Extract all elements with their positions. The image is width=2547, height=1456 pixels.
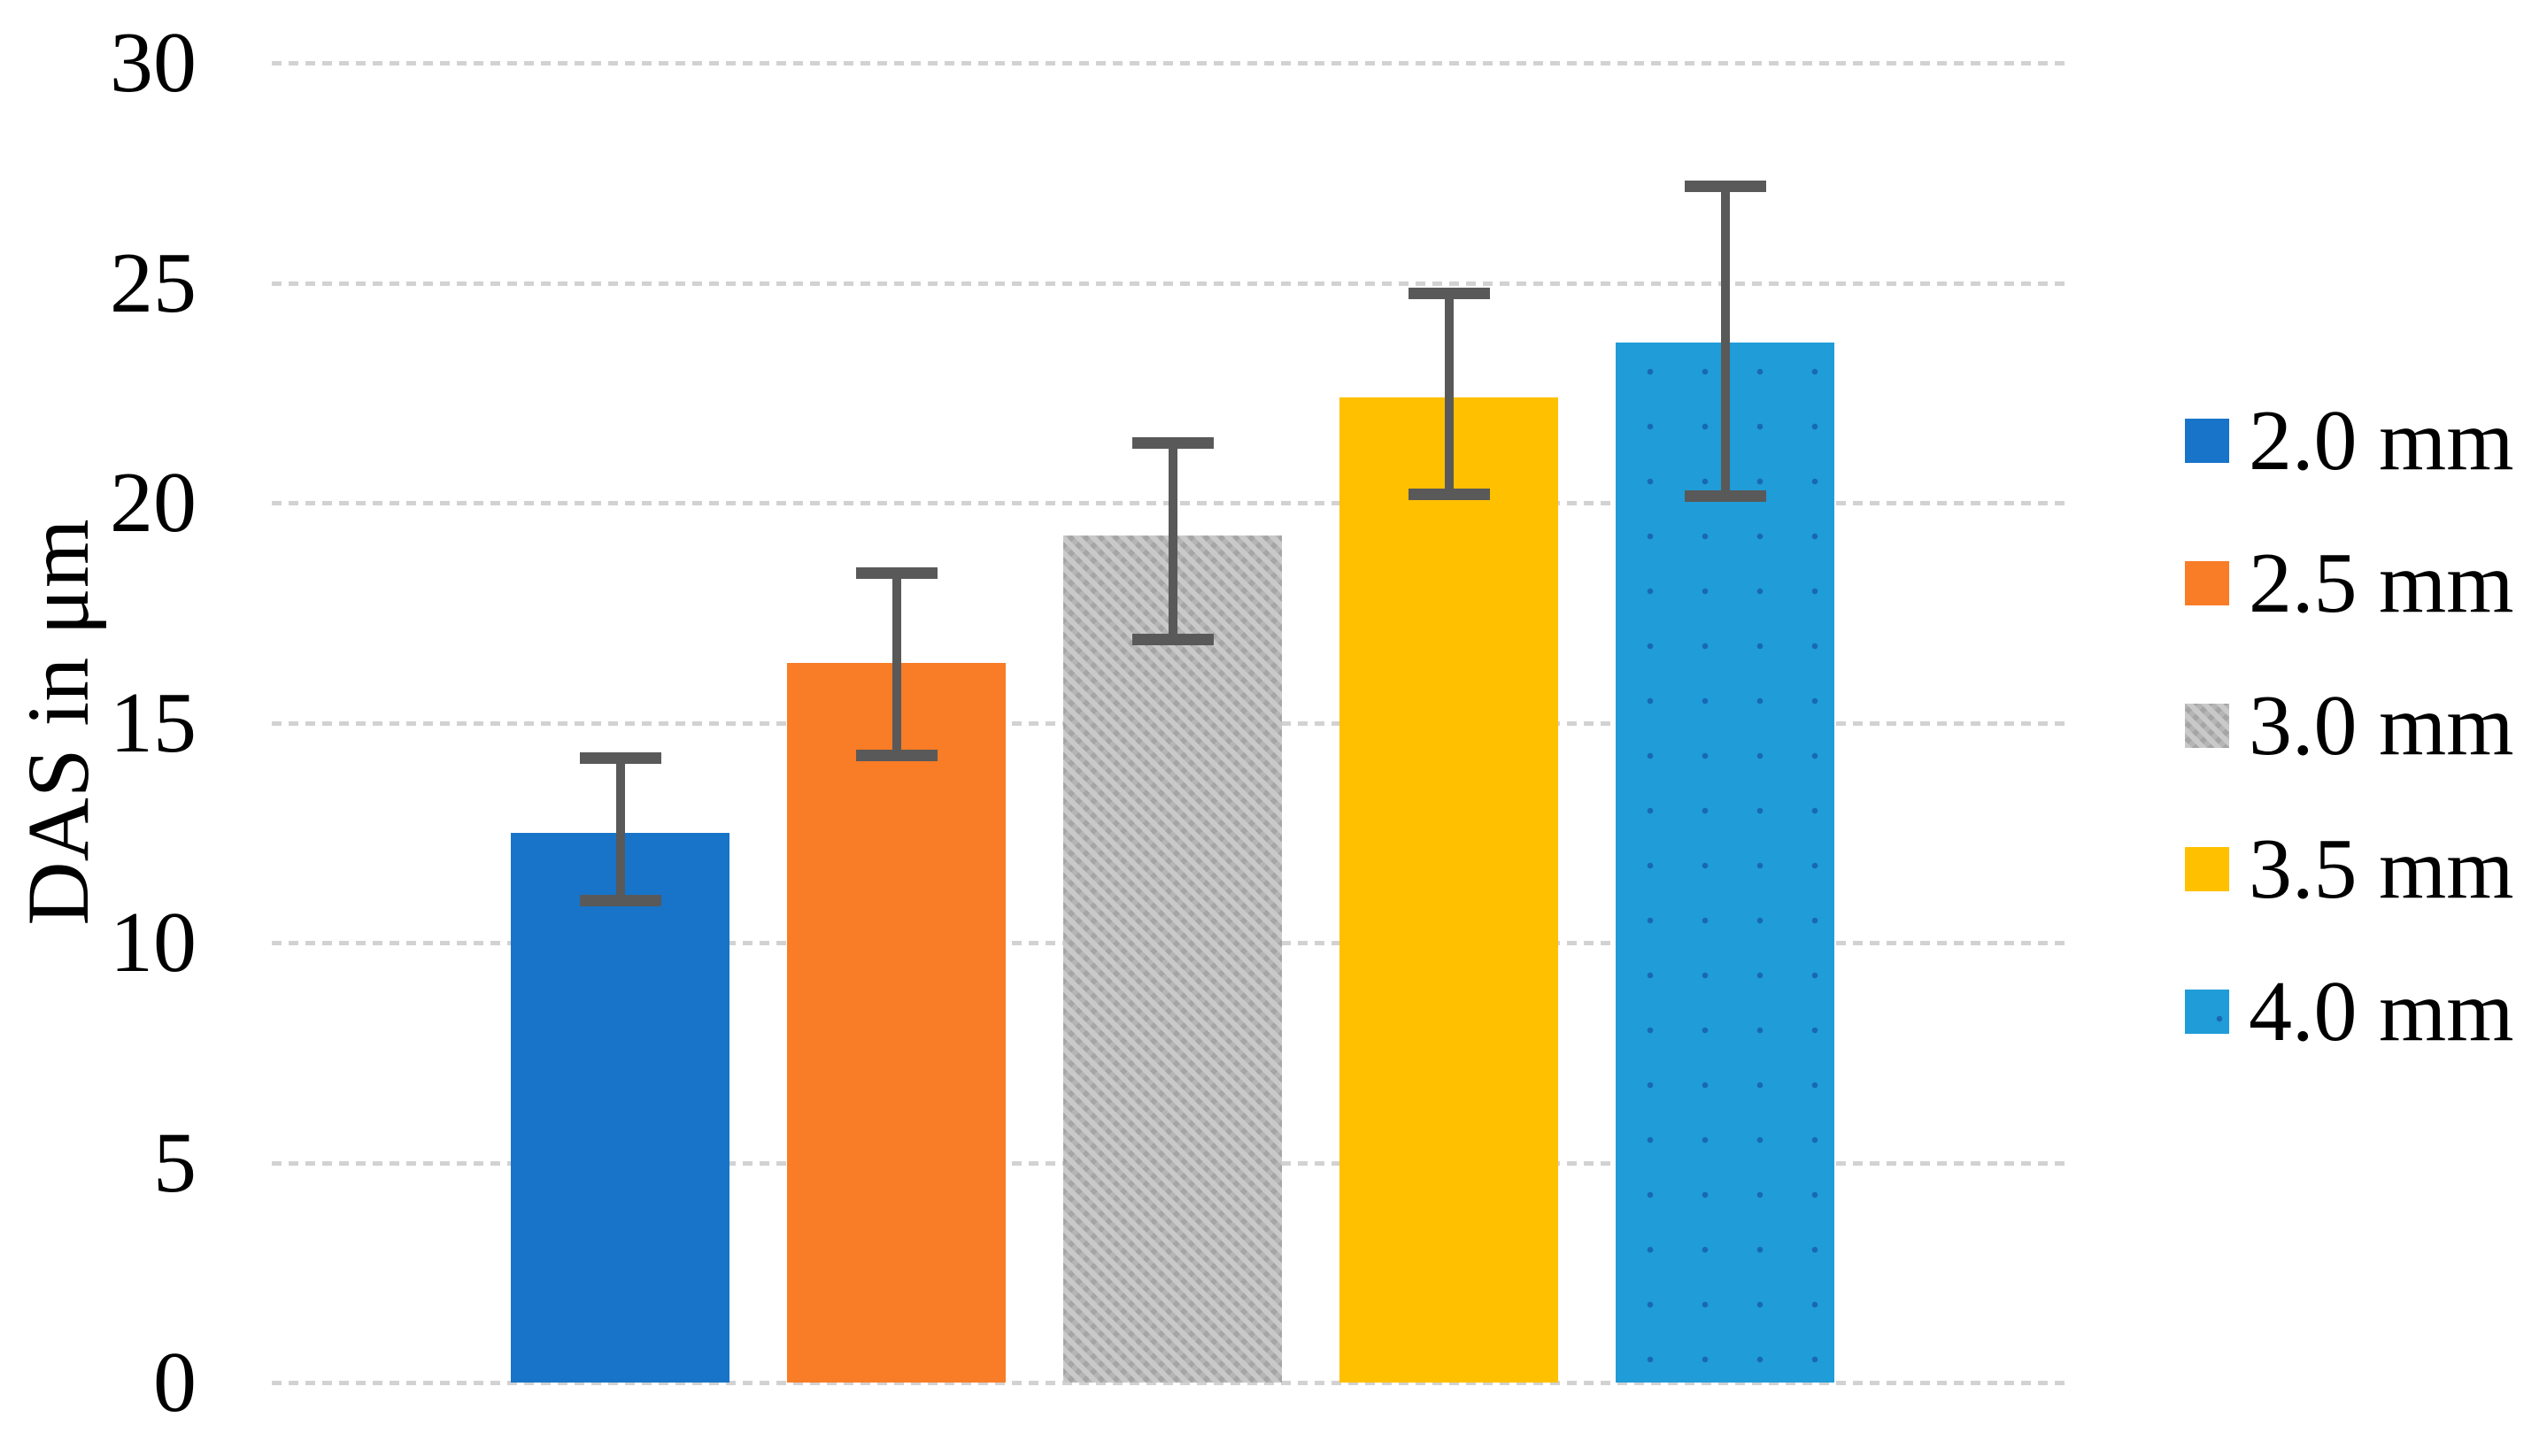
error-cap-top-3.0mm — [1131, 437, 1214, 450]
legend-swatch-2.0mm — [2185, 419, 2229, 463]
y-tick-label-20: 20 — [110, 455, 197, 551]
y-tick-label-0: 0 — [153, 1335, 197, 1430]
legend-label-2.5mm: 2.5 mm — [2249, 535, 2514, 631]
error-cap-bottom-2.0mm — [579, 895, 661, 907]
error-cap-bottom-4.0mm — [1684, 490, 1766, 503]
legend-label-4.0mm: 4.0 mm — [2249, 964, 2514, 1059]
error-cap-top-2.0mm — [579, 751, 661, 764]
y-tick-label-30: 30 — [110, 15, 197, 111]
legend-swatch-2.5mm — [2185, 561, 2229, 605]
error-cap-top-4.0mm — [1684, 180, 1766, 192]
y-tick-label-10: 10 — [110, 895, 197, 990]
error-bar-line-4.0mm — [1720, 186, 1730, 497]
bar-2.5mm — [787, 663, 1006, 1383]
bar-3.5mm — [1339, 397, 1558, 1383]
error-bar-line-3.5mm — [1444, 293, 1454, 495]
gridline-30 — [272, 61, 2068, 65]
error-bar-line-3.0mm — [1168, 443, 1177, 640]
bar-2.0mm — [511, 832, 729, 1383]
error-cap-top-3.5mm — [1408, 288, 1490, 300]
bar-3.0mm — [1063, 535, 1282, 1383]
y-tick-label-5: 5 — [153, 1114, 197, 1211]
error-cap-bottom-2.5mm — [855, 750, 938, 762]
y-tick-label-25: 25 — [110, 235, 197, 331]
error-cap-bottom-3.5mm — [1408, 488, 1490, 500]
legend-label-3.5mm: 3.5 mm — [2249, 821, 2514, 917]
error-cap-top-2.5mm — [855, 567, 938, 580]
error-bar-line-2.5mm — [891, 573, 901, 756]
bar-4.0mm — [1616, 342, 1834, 1383]
error-bar-line-2.0mm — [615, 758, 625, 901]
gridline-25 — [272, 281, 2068, 286]
legend-swatch-3.5mm — [2185, 847, 2229, 891]
error-cap-bottom-3.0mm — [1131, 633, 1214, 645]
legend-swatch-4.0mm — [2185, 990, 2229, 1034]
legend-label-3.0mm: 3.0 mm — [2249, 678, 2514, 774]
gridline-0 — [272, 1381, 2068, 1385]
legend-label-2.0mm: 2.0 mm — [2249, 393, 2514, 489]
y-tick-label-15: 15 — [110, 674, 197, 771]
legend-swatch-3.0mm — [2185, 704, 2229, 748]
